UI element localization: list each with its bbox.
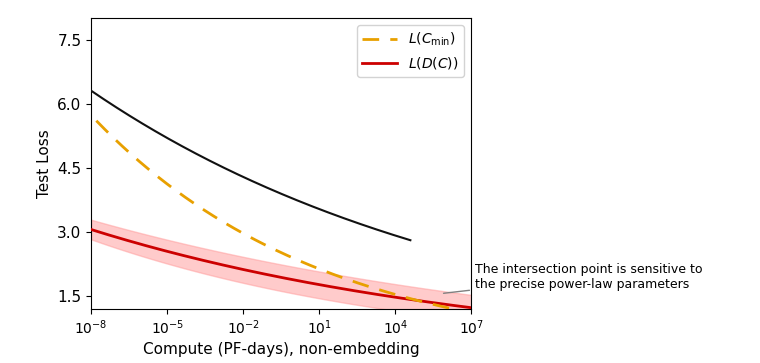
Text: The intersection point is sensitive to
the precise power-law parameters: The intersection point is sensitive to t… (444, 262, 702, 293)
Legend: $L(C_{\mathrm{min}})$, $L(D(C))$: $L(C_{\mathrm{min}})$, $L(D(C))$ (356, 25, 464, 77)
X-axis label: Compute (PF-days), non-embedding: Compute (PF-days), non-embedding (143, 342, 420, 358)
Y-axis label: Test Loss: Test Loss (36, 129, 52, 198)
